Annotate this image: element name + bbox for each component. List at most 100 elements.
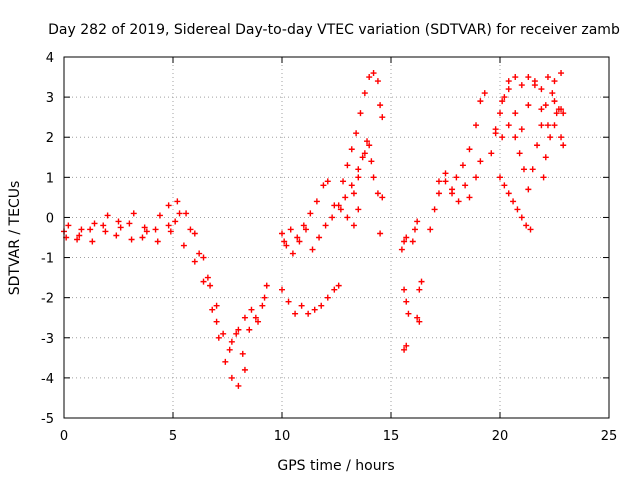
data-point [204,274,211,281]
data-point [213,302,220,309]
data-point [172,218,179,225]
data-point [414,314,421,321]
data-point [501,182,508,189]
y-tick-label: -5 [41,412,54,427]
data-point [222,358,229,365]
data-point [311,306,318,313]
data-point [187,226,194,233]
data-point [167,228,174,235]
data-point [411,226,418,233]
data-point [416,286,423,293]
y-tick-label: 1 [46,171,54,186]
series-sat-q [497,174,534,233]
data-point [405,310,412,317]
data-point [355,174,362,181]
data-point [525,102,532,109]
data-point [499,98,506,105]
series-sat-f [279,282,342,317]
x-tick-label: 10 [274,429,291,444]
data-point [165,222,172,229]
data-point [379,114,386,121]
data-point [401,286,408,293]
data-point [294,234,301,241]
data-point [309,246,316,253]
y-axis-label: SDTVAR / TECUs [7,181,23,296]
series-sat-r [499,90,567,193]
y-tick-label: -4 [41,372,54,387]
data-point [512,110,519,117]
data-point [505,78,512,85]
data-point [209,306,216,313]
chart-title: Day 282 of 2019, Sidereal Day-to-day VTE… [48,22,620,38]
data-point [516,150,523,157]
data-point [279,286,285,293]
data-point [128,236,135,243]
data-point [302,226,309,233]
data-point [113,232,120,239]
data-point [102,228,109,235]
data-point [462,182,469,189]
data-point [279,230,285,237]
data-point [401,346,408,353]
data-point [377,102,384,109]
data-point [289,250,296,257]
data-point [398,246,405,253]
data-point [544,122,551,129]
data-point [529,166,536,173]
data-point [374,190,381,197]
data-point [542,102,549,109]
x-tick-label: 25 [601,429,618,444]
data-point [416,318,423,325]
data-point [235,326,242,333]
series-sat-j [377,102,386,121]
data-point [313,198,320,205]
plot-frame [63,56,610,419]
data-point [348,182,355,189]
series-sat-h [340,70,381,185]
data-point [427,226,434,233]
data-point [191,258,198,265]
data-point [547,134,554,141]
data-point [259,302,266,309]
data-point [174,198,181,205]
x-tick-label: 0 [60,429,68,444]
data-point [379,194,386,201]
data-point [355,206,362,213]
data-point [344,162,351,169]
data-point [538,86,545,93]
data-point [329,214,336,221]
y-tick-label: -3 [41,332,54,347]
data-point [337,206,344,213]
data-point [555,106,562,113]
series-sat-s [540,106,567,181]
data-point [353,130,360,137]
data-point [255,318,262,325]
series-sat-i [350,138,386,237]
data-point [370,70,377,77]
data-point [331,286,338,293]
data-point [481,90,488,97]
data-point [551,78,558,85]
data-point [431,206,438,213]
data-point [505,190,512,197]
y-tick-label: -2 [41,292,54,307]
series-sat-a [61,218,248,389]
data-point [342,194,349,201]
data-point [497,110,503,117]
data-point [117,224,124,231]
data-point [512,74,519,81]
series-sat-l [409,218,425,325]
data-point [322,222,329,229]
data-point [76,232,83,239]
data-point [368,158,375,165]
data-point [139,234,146,241]
data-point [435,178,442,185]
data-point [518,214,525,221]
data-point [473,122,480,129]
x-tick-label: 15 [383,429,400,444]
data-point [239,350,246,357]
data-point [442,178,449,185]
data-point [534,142,541,149]
data-point [549,90,556,97]
series-sat-n [435,158,484,205]
